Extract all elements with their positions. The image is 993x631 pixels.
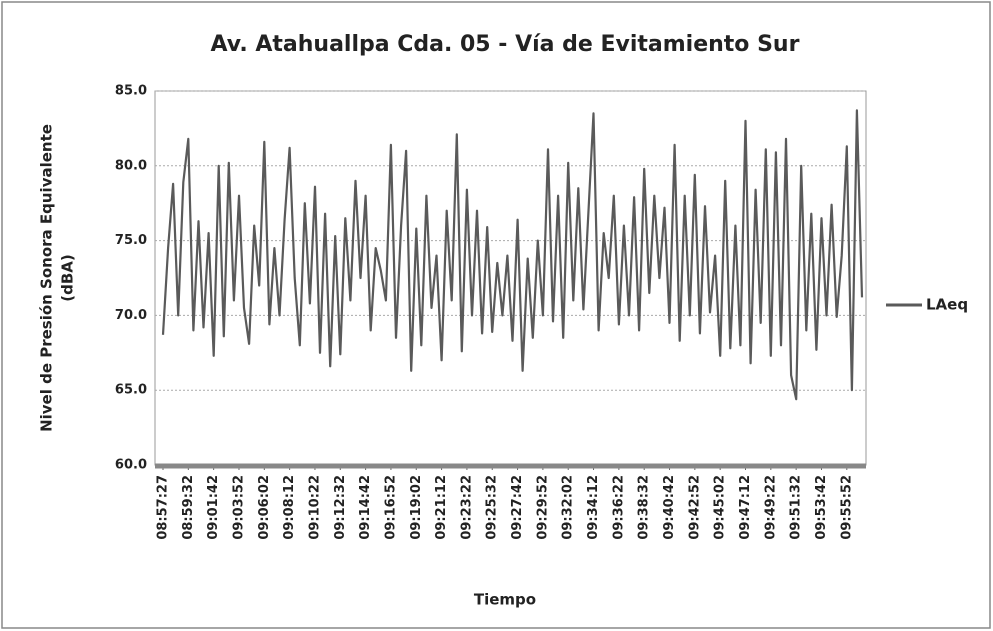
x-tick-label: 09:27:42: [510, 475, 525, 540]
x-tick-label: 09:10:22: [307, 475, 322, 540]
x-tick-label: 09:01:42: [206, 475, 221, 540]
x-tick-label: 09:06:02: [257, 475, 272, 540]
x-axis-label: Tiempo: [474, 591, 536, 609]
y-axis-label: Nivel de Presión Sonora Equivalente: [38, 124, 56, 432]
x-tick-label: 09:12:32: [333, 475, 348, 540]
x-tick-label: 09:21:12: [434, 475, 449, 540]
x-tick-label: 08:57:27: [156, 475, 171, 540]
y-tick-label: 70.0: [115, 308, 147, 323]
x-tick-label: 09:51:32: [789, 475, 804, 540]
x-tick-label: 09:16:52: [383, 475, 398, 540]
x-tick-label: 09:53:42: [814, 475, 829, 540]
chart-title: Av. Atahuallpa Cda. 05 - Vía de Evitamie…: [211, 32, 800, 57]
x-tick-label: 09:29:52: [535, 475, 550, 540]
data-line: [161, 109, 864, 401]
x-tick-label: 09:25:32: [485, 475, 500, 540]
x-tick-label: 09:32:02: [561, 475, 576, 540]
x-tick-label: 09:49:22: [763, 475, 778, 540]
y-axis-label: (dBA): [59, 254, 77, 302]
x-tick-label: 08:59:32: [181, 475, 196, 540]
x-tick-label: 09:34:12: [586, 475, 601, 540]
legend-label: LAeq: [926, 296, 968, 314]
y-tick-label: 65.0: [115, 383, 147, 398]
x-tick-label: 09:47:12: [738, 475, 753, 540]
x-tick-label: 09:55:52: [839, 475, 854, 540]
x-tick-label: 09:19:02: [409, 475, 424, 540]
x-tick-label: 09:23:22: [459, 475, 474, 540]
x-tick-label: 09:08:12: [282, 475, 297, 540]
x-tick-label: 09:42:52: [687, 475, 702, 540]
y-tick-label: 75.0: [115, 233, 147, 248]
x-tick-label: 09:45:02: [713, 475, 728, 540]
x-tick-label: 09:40:42: [662, 475, 677, 540]
x-tick-label: 09:36:22: [611, 475, 626, 540]
x-tick-label: 09:14:42: [358, 475, 373, 540]
y-tick-label: 85.0: [115, 84, 147, 99]
x-tick-label: 09:38:32: [637, 475, 652, 540]
x-tick-label: 09:03:52: [231, 475, 246, 540]
y-tick-label: 80.0: [115, 158, 147, 173]
y-tick-label: 60.0: [115, 458, 147, 473]
